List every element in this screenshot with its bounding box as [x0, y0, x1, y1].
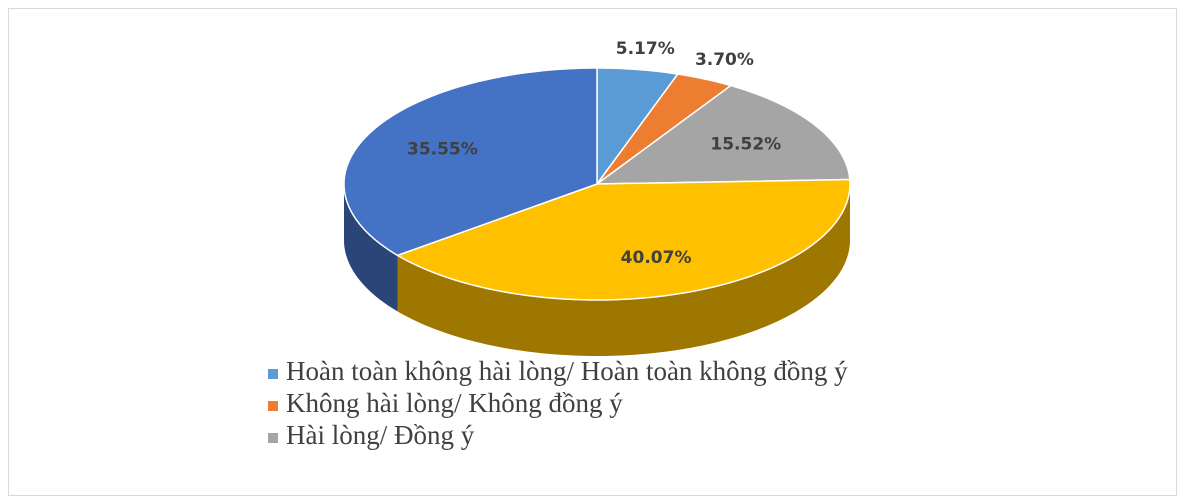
data-label: 3.70%: [695, 50, 754, 70]
legend-label: Hoàn toàn không hài lòng/ Hoàn toàn khôn…: [286, 356, 848, 386]
legend-marker: [268, 401, 278, 411]
slice-side-shade: [397, 184, 850, 356]
slice: [596, 67, 680, 187]
slice: [343, 67, 598, 257]
slice-side: [344, 184, 398, 312]
legend-label: Không hài lòng/ Không đồng ý: [286, 388, 623, 418]
legend-marker: [268, 369, 278, 379]
slice: [594, 84, 851, 185]
slice: [596, 73, 733, 185]
legend-label: Hài lòng/ Đồng ý: [286, 420, 475, 450]
data-label: 5.17%: [616, 39, 675, 59]
legend-marker: [268, 433, 278, 443]
slice-side-shade: [344, 184, 398, 312]
data-label: 40.07%: [621, 248, 692, 268]
data-label: 15.52%: [710, 134, 781, 154]
data-label: 35.55%: [407, 139, 478, 159]
slice: [395, 178, 851, 301]
slice-side: [397, 184, 850, 356]
